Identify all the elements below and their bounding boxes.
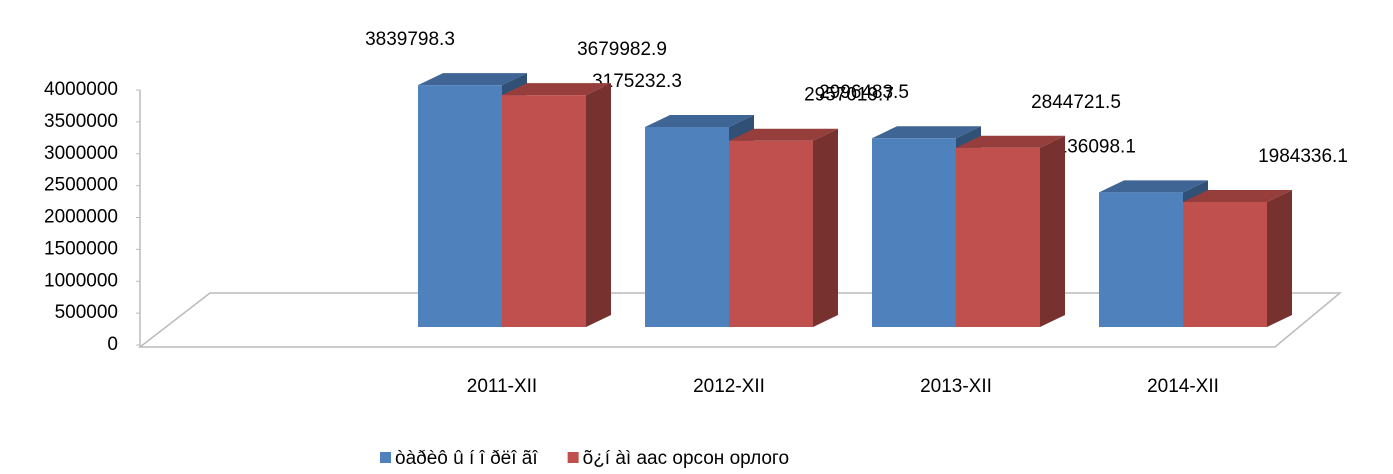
bar-front xyxy=(1183,201,1267,327)
y-tick-label: 2500000 xyxy=(44,175,118,196)
y-tick-label: 3000000 xyxy=(44,143,118,164)
data-label: 3839798.3 xyxy=(365,29,455,50)
data-label: 2136098.1 xyxy=(1046,136,1136,157)
bar-side xyxy=(813,128,838,327)
bar xyxy=(956,135,1065,327)
data-label: 1984336.1 xyxy=(1258,146,1348,167)
bar-top xyxy=(956,135,1065,148)
y-tick-label: 1000000 xyxy=(44,270,118,291)
bar-front xyxy=(645,126,729,328)
bar-top xyxy=(418,73,527,86)
legend-label: òàðèô û í î ðëî ãî xyxy=(395,448,538,469)
data-label: 2957019.7 xyxy=(804,85,894,106)
bar xyxy=(1183,189,1292,327)
data-label: 3679982.9 xyxy=(577,39,667,60)
bar-front xyxy=(502,95,586,328)
bar-front xyxy=(418,85,502,327)
legend-swatch xyxy=(380,452,391,463)
bar-top xyxy=(1183,189,1292,202)
bar-front xyxy=(872,138,956,327)
bar-front xyxy=(956,147,1040,327)
y-tick-label: 500000 xyxy=(55,302,118,323)
bar-side xyxy=(586,83,611,328)
bar xyxy=(502,83,611,328)
data-label: 3175232.3 xyxy=(592,71,682,92)
bar-front xyxy=(1099,192,1183,327)
x-tick-label: 2014-XII xyxy=(1147,376,1219,397)
legend-swatch xyxy=(567,452,579,463)
bar-top xyxy=(502,83,611,96)
bar-side xyxy=(1267,189,1292,327)
bar xyxy=(729,128,838,327)
x-tick-label: 2011-XII xyxy=(467,376,537,397)
data-label: 2844721.5 xyxy=(1031,92,1121,113)
x-tick-label: 2012-XII xyxy=(693,376,765,397)
bar-top xyxy=(872,126,981,139)
y-tick-label: 2000000 xyxy=(44,207,118,228)
floor xyxy=(137,292,1343,348)
y-tick-label: 1500000 xyxy=(44,238,118,259)
bar-top xyxy=(1099,180,1208,193)
legend-label: õ¿í àì аас орсон орлого xyxy=(583,448,789,469)
x-tick-label: 2013-XII xyxy=(920,376,992,397)
bar-top xyxy=(729,128,838,141)
data-label: 2996483.5 xyxy=(819,82,909,103)
y-tick-label: 4000000 xyxy=(44,79,118,100)
bar-side xyxy=(1040,135,1065,327)
y-tick-label: 0 xyxy=(107,334,118,355)
bar-top xyxy=(645,114,754,127)
y-tick-label: 3500000 xyxy=(44,111,118,132)
bar-front xyxy=(729,140,813,327)
